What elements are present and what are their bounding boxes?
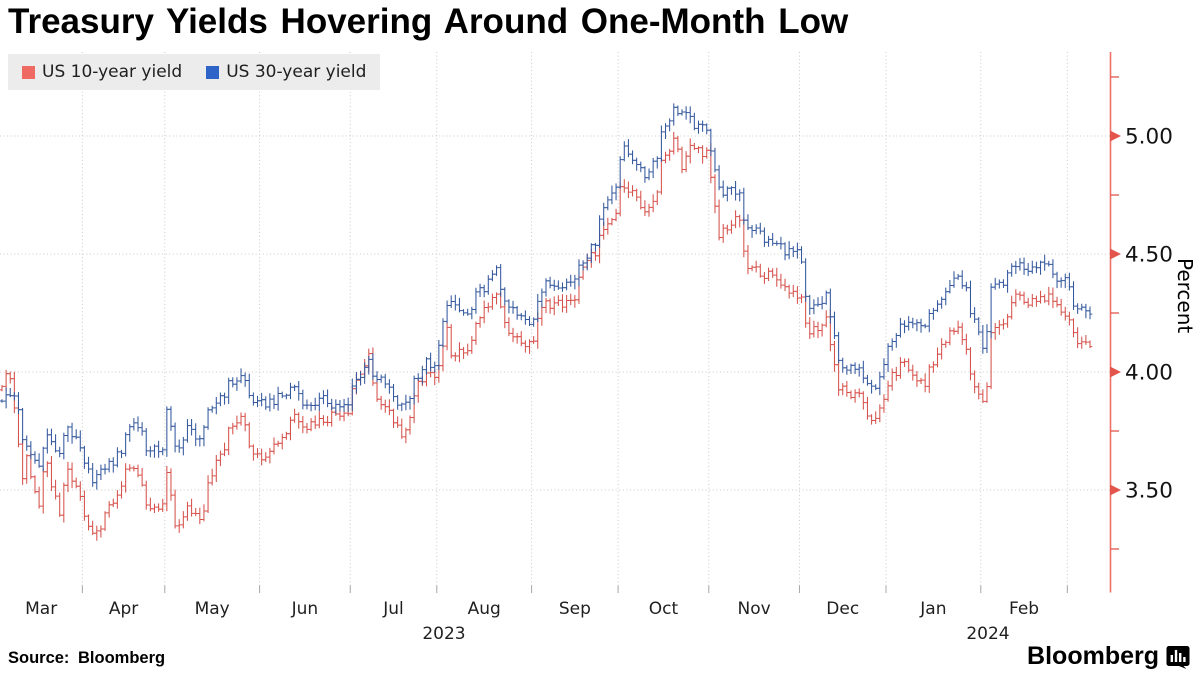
legend-label: US 10-year yield	[42, 62, 183, 82]
chart-legend: US 10-year yield US 30-year yield	[8, 54, 381, 90]
x-axis-month-label: Mar	[25, 599, 57, 619]
x-axis-month-label: Dec	[826, 599, 859, 619]
bloomberg-logo: Bloomberg	[1027, 642, 1190, 671]
y-axis-arrow-marker	[1110, 484, 1121, 496]
x-axis-year-label: 2024	[966, 624, 1009, 644]
y-axis-tick-label: 4.00	[1125, 361, 1173, 386]
page-title: Treasury Yields Hovering Around One-Mont…	[8, 2, 849, 41]
x-axis-ticks	[81, 585, 1068, 593]
bloomberg-wordmark: Bloomberg	[1027, 642, 1159, 670]
x-axis-labels: Mar Apr May Jun Jul Aug Sep Oct Nov Dec Jan Feb 2023…	[25, 599, 1039, 644]
x-axis-month-label: Nov	[738, 599, 771, 619]
x-axis-month-label: Jul	[382, 599, 404, 619]
x-axis-month-label: Apr	[109, 599, 138, 619]
y-axis-arrow-marker	[1110, 130, 1121, 142]
x-axis-month-label: Aug	[468, 599, 501, 619]
legend-swatch-icon	[22, 65, 35, 79]
y-axis-tick-label: 4.50	[1125, 243, 1173, 268]
x-axis-month-label: Feb	[1009, 599, 1039, 619]
x-axis-month-label: Sep	[559, 599, 591, 619]
y-axis-arrow-marker	[1110, 366, 1121, 378]
gridlines	[0, 52, 1110, 593]
bloomberg-chart-bubble-icon	[1166, 645, 1190, 669]
y-axis-tick-label: 3.50	[1125, 479, 1173, 504]
source-attribution: Source: Bloomberg	[8, 649, 166, 667]
legend-swatch-icon	[206, 65, 220, 79]
y-axis-tick-label: 5.00	[1125, 125, 1173, 150]
series-us-30-year-bars	[0, 103, 1093, 490]
x-axis-month-label: Oct	[649, 599, 679, 619]
y-axis: 5.00 4.50 4.00 3.50	[1109, 52, 1173, 593]
x-axis-year-label: 2023	[422, 624, 465, 644]
x-axis-month-label: May	[195, 599, 230, 619]
legend-item-us-10-year: US 10-year yield	[22, 62, 182, 82]
series-us-10-year-bars	[0, 131, 1093, 541]
legend-label: US 30-year yield	[226, 62, 367, 82]
y-axis-title: Percent	[1173, 258, 1197, 334]
x-axis-month-label: Jan	[919, 599, 946, 619]
y-axis-arrow-marker	[1110, 248, 1121, 260]
x-axis-month-label: Jun	[291, 599, 319, 619]
legend-item-us-30-year: US 30-year yield	[206, 62, 366, 82]
